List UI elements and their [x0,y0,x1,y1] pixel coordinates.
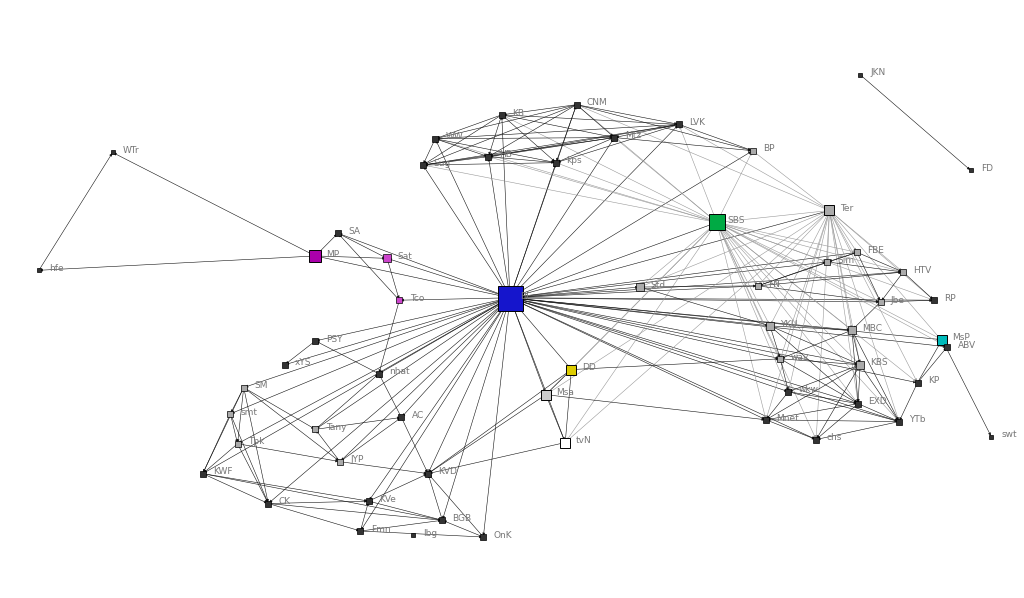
Text: ABV: ABV [957,340,976,350]
Text: MP: MP [326,249,339,259]
Text: MBC: MBC [862,324,883,333]
Text: CNM: CNM [587,98,607,108]
Text: chs: chs [826,433,842,443]
Text: MsP: MsP [952,333,970,343]
Text: KB: KB [512,108,524,118]
Text: SA: SA [348,227,360,236]
Text: Std: Std [650,280,666,290]
Text: EXD: EXD [868,397,887,407]
Text: AC: AC [412,411,424,420]
Text: KVe: KVe [379,495,395,504]
Text: Ter: Ter [840,204,853,213]
Text: HB: HB [499,150,512,160]
Text: smt: smt [241,407,258,417]
Text: HTV: HTV [913,266,932,275]
Text: BP: BP [763,144,774,154]
Text: FD: FD [981,164,993,173]
Text: BGB: BGB [453,514,472,523]
Text: nhat: nhat [389,367,410,377]
Text: FBE: FBE [867,246,884,255]
Text: Mnet: Mnet [776,413,799,423]
Text: WW: WW [445,132,463,142]
Text: FN: FN [768,279,780,289]
Text: SBS: SBS [727,216,744,225]
Text: wav: wav [791,352,809,362]
Text: Jbe: Jbe [891,295,905,305]
Text: OnK: OnK [494,530,512,540]
Text: xYS: xYS [295,358,311,368]
Text: Sug: Sug [433,158,451,168]
Text: Mtz: Mtz [625,131,641,141]
Text: Msa: Msa [556,388,573,398]
Text: lbg: lbg [423,529,437,538]
Text: PSY: PSY [326,334,342,344]
Text: Tco: Tco [410,294,424,303]
Text: KBS: KBS [870,358,888,368]
Text: JYP: JYP [350,455,364,465]
Text: wkw: wkw [799,385,819,395]
Text: KVD: KVD [438,467,457,477]
Text: hfe: hfe [49,264,63,273]
Text: KWF: KWF [213,467,232,477]
Text: YTb: YTb [909,415,926,425]
Text: YKU: YKU [780,319,798,329]
Text: JKN: JKN [870,68,886,78]
Text: KP: KP [928,376,939,386]
Text: SM: SM [254,381,267,390]
Text: Sim: Sim [838,255,855,265]
Text: BF: BF [520,291,531,301]
Text: LVK: LVK [689,118,706,127]
Text: WTr: WTr [123,146,139,155]
Text: Sat: Sat [397,252,413,261]
Text: DD: DD [582,363,595,373]
Text: Tpk: Tpk [248,437,264,447]
Text: CK: CK [279,497,291,507]
Text: tvN: tvN [575,436,591,446]
Text: swt: swt [1001,430,1017,440]
Text: kps: kps [566,156,582,166]
Text: RP: RP [944,294,955,303]
Text: Tany: Tany [326,423,346,432]
Text: Fmn: Fmn [371,524,390,534]
